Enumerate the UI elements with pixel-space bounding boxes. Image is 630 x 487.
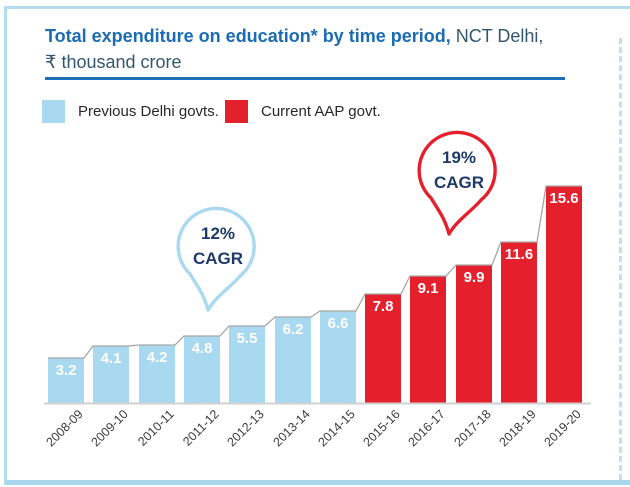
x-axis-label-2009-10: 2009-10 [88,407,131,450]
bar-2018-19: 11.6 [501,242,537,403]
chart-title-bold: Total expenditure on education* by time … [45,26,451,46]
x-axis-label-2010-11: 2010-11 [135,407,177,449]
bar-2008-09: 3.2 [48,358,84,403]
x-axis-label-2017-18: 2017-18 [451,407,494,450]
cagr-percent: 12% [200,224,236,243]
x-axis-label-2016-17: 2016-17 [405,407,448,450]
legend-swatch-blue [42,100,65,123]
cagr-word: CAGR [433,173,485,192]
cagr-bubble-previous: 12% CAGR [172,206,264,314]
x-axis-label-2012-13: 2012-13 [224,407,267,450]
legend-item-current-aap: Current AAP govt. [225,100,381,123]
bar-2012-13: 5.5 [229,326,265,403]
bar-value-label: 6.2 [282,321,304,338]
title-underline [45,77,565,80]
chart-title-rest: NCT Delhi, ₹ thousand crore [45,26,544,72]
bar-2010-11: 4.2 [139,345,175,403]
panel-border [4,6,630,485]
legend-label: Previous Delhi govts. [78,103,219,120]
chart-title: Total expenditure on education* by time … [45,23,550,75]
bar-2014-15: 6.6 [320,311,356,403]
cagr-bubble-current: 19% CAGR [413,130,505,238]
pin-bubble-icon [417,130,497,236]
bar-2017-18: 9.9 [456,265,492,403]
legend-swatch-red [225,100,248,123]
x-axis-label-2015-16: 2015-16 [360,407,403,450]
bar-2016-17: 9.1 [410,276,446,403]
bar-value-label: 9.1 [417,280,439,297]
x-axis-label-2019-20: 2019-20 [541,407,584,450]
legend-item-previous-govts: Previous Delhi govts. [42,100,219,123]
bar-value-label: 5.5 [236,330,258,347]
bar-2011-12: 4.8 [184,336,220,403]
bar-value-label: 4.2 [146,349,168,366]
bar-value-label: 7.8 [372,298,394,315]
x-axis-label-2018-19: 2018-19 [496,407,539,450]
x-axis-label-2013-14: 2013-14 [270,407,313,450]
bar-value-label: 15.6 [549,190,579,207]
cagr-text: 19% CAGR [413,145,505,195]
bar-value-label: 6.6 [327,315,349,332]
cagr-text: 12% CAGR [172,221,264,271]
bar-2015-16: 7.8 [365,294,401,403]
legend-label: Current AAP govt. [261,103,381,120]
bar-2019-20: 15.6 [546,186,582,403]
dashed-right-divider [619,38,622,480]
x-axis-label-2014-15: 2014-15 [315,407,358,450]
cagr-word: CAGR [192,249,244,268]
bar-value-label: 3.2 [55,362,77,379]
bar-2009-10: 4.1 [93,346,129,403]
bar-value-label: 9.9 [463,269,485,286]
bar-value-label: 4.8 [191,340,213,357]
cagr-percent: 19% [441,148,477,167]
x-axis-label-2008-09: 2008-09 [43,407,86,450]
bar-value-label: 11.6 [504,246,534,263]
bar-value-label: 4.1 [100,350,122,367]
x-axis-label-2011-12: 2011-12 [180,407,222,449]
pin-bubble-icon [176,206,256,312]
bar-2013-14: 6.2 [275,317,311,403]
